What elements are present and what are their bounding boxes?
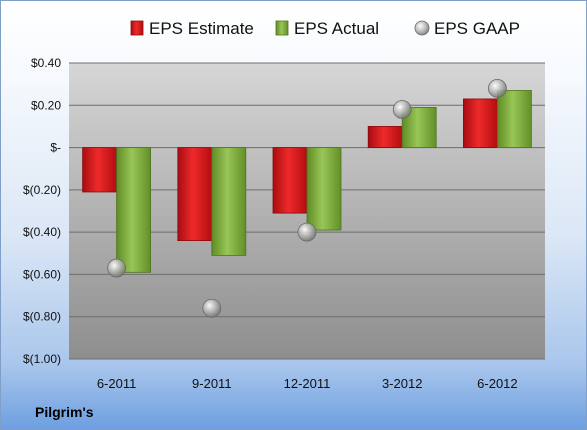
y-tick-label: $(0.60) xyxy=(23,267,61,281)
y-tick-label: $(0.80) xyxy=(23,310,61,324)
x-tick-label: 9-2011 xyxy=(192,376,232,391)
y-tick-label: $(1.00) xyxy=(23,352,61,366)
y-axis: $0.40 $0.20 $- $(0.20) $(0.40) $(0.60) $(0.80)… xyxy=(23,56,61,366)
bar-eps-estimate xyxy=(462,98,498,148)
x-axis: 6-2011 9-2011 12-2011 3-2012 6-2012 xyxy=(97,376,518,391)
bar-eps-estimate xyxy=(272,147,308,214)
bar-eps-actual xyxy=(496,90,532,148)
bars xyxy=(82,90,532,273)
legend-eps-gaap-label: EPS GAAP xyxy=(434,19,520,38)
bar-eps-actual xyxy=(211,147,247,256)
legend-eps-actual-swatch xyxy=(275,20,289,36)
legend-eps-estimate-swatch xyxy=(130,20,144,36)
bar-eps-actual xyxy=(116,147,151,273)
y-tick-label: $- xyxy=(50,141,61,155)
bar-eps-actual xyxy=(306,147,342,231)
bar-eps-estimate xyxy=(177,147,213,241)
x-tick-label: 12-2011 xyxy=(284,376,331,391)
gaap-markers xyxy=(107,78,507,318)
marker-eps-gaap xyxy=(392,100,412,119)
y-tick-label: $(0.20) xyxy=(23,183,61,197)
legend: EPS Estimate EPS Actual EPS GAAP xyxy=(130,19,520,38)
x-tick-label: 3-2012 xyxy=(382,376,422,391)
bar-eps-estimate xyxy=(82,147,117,193)
marker-eps-gaap xyxy=(202,298,222,318)
x-tick-label: 6-2012 xyxy=(477,376,517,391)
bar-eps-estimate xyxy=(367,126,403,148)
y-tick-label: $0.40 xyxy=(31,56,61,70)
legend-eps-gaap-swatch xyxy=(414,20,430,36)
marker-eps-gaap xyxy=(107,258,126,278)
x-tick-label: 6-2011 xyxy=(97,376,137,391)
legend-eps-actual-label: EPS Actual xyxy=(294,19,379,38)
marker-eps-gaap xyxy=(297,222,317,242)
legend-eps-estimate-label: EPS Estimate xyxy=(149,19,254,38)
company-name: Pilgrim's xyxy=(35,404,94,420)
y-tick-label: $(0.40) xyxy=(23,225,61,239)
marker-eps-gaap xyxy=(487,78,507,98)
y-tick-label: $0.20 xyxy=(31,98,61,112)
